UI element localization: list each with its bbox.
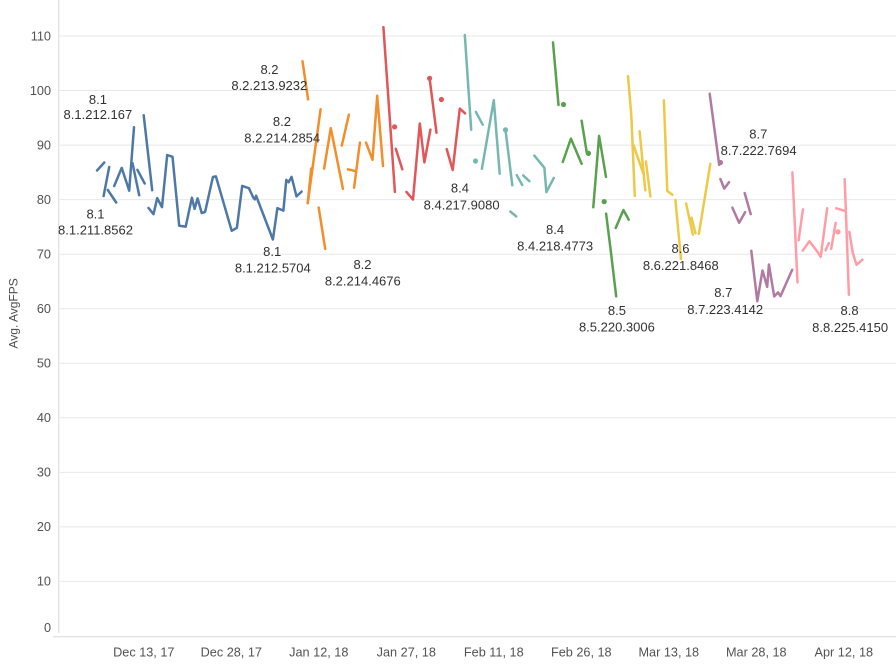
svg-text:8.5.220.3006: 8.5.220.3006 [579,319,655,334]
svg-text:90: 90 [37,138,51,152]
svg-text:0: 0 [44,621,51,635]
svg-text:Apr 12, 18: Apr 12, 18 [815,645,874,659]
svg-text:8.1.212.5704: 8.1.212.5704 [235,261,311,276]
svg-text:8.1: 8.1 [86,207,104,222]
svg-text:8.6.221.8468: 8.6.221.8468 [643,258,719,273]
svg-text:Feb 26, 18: Feb 26, 18 [551,645,612,659]
svg-text:60: 60 [37,302,51,316]
svg-text:8.1.212.167: 8.1.212.167 [64,107,133,122]
svg-text:80: 80 [37,193,51,207]
svg-text:70: 70 [37,248,51,262]
svg-text:8.5: 8.5 [608,303,626,318]
svg-text:8.2.214.4676: 8.2.214.4676 [325,274,401,289]
svg-text:8.2.214.2854: 8.2.214.2854 [244,130,320,145]
svg-text:Feb 11, 18: Feb 11, 18 [464,645,524,659]
svg-text:8.1.211.8562: 8.1.211.8562 [58,222,133,237]
svg-text:8.7.222.7694: 8.7.222.7694 [721,143,797,158]
svg-text:8.4.218.4773: 8.4.218.4773 [517,238,593,253]
svg-text:8.7: 8.7 [749,126,767,141]
svg-text:8.8.225.4150: 8.8.225.4150 [812,320,888,335]
svg-text:8.2: 8.2 [273,114,291,129]
svg-text:8.7: 8.7 [714,285,732,300]
svg-text:8.7.223.4142: 8.7.223.4142 [687,302,763,317]
svg-text:8.4.217.9080: 8.4.217.9080 [424,197,500,212]
svg-text:110: 110 [31,29,51,43]
svg-text:8.1: 8.1 [89,92,107,107]
svg-text:8.2: 8.2 [353,257,371,272]
svg-text:50: 50 [37,357,51,371]
svg-text:Jan 12, 18: Jan 12, 18 [289,645,348,659]
svg-text:Mar 13, 18: Mar 13, 18 [638,645,699,659]
svg-text:Dec 13, 17: Dec 13, 17 [113,645,174,659]
svg-text:30: 30 [37,466,51,480]
svg-text:40: 40 [37,411,51,425]
svg-text:8.6: 8.6 [671,241,689,256]
svg-text:8.2.213.9232: 8.2.213.9232 [231,78,307,93]
svg-text:8.8: 8.8 [841,303,859,318]
svg-text:8.4: 8.4 [451,181,469,196]
svg-text:Avg. AvgFPS: Avg. AvgFPS [7,278,21,348]
svg-text:Mar 28, 18: Mar 28, 18 [726,645,787,659]
svg-text:10: 10 [37,575,51,589]
svg-text:8.1: 8.1 [263,244,281,259]
svg-text:8.2: 8.2 [260,62,278,77]
svg-text:8.4: 8.4 [546,222,564,237]
svg-text:Jan 27, 18: Jan 27, 18 [377,645,436,659]
svg-text:20: 20 [37,520,51,534]
svg-text:Dec 28, 17: Dec 28, 17 [201,645,262,659]
svg-text:100: 100 [30,84,51,98]
